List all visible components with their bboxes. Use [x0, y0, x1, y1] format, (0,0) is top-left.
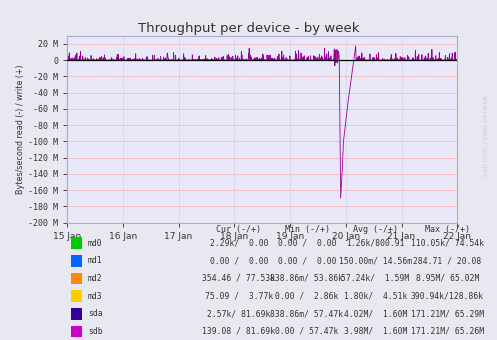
Text: 1.26k/800.91: 1.26k/800.91 — [346, 239, 405, 248]
Text: 2.29k/  0.00: 2.29k/ 0.00 — [210, 239, 268, 248]
Text: md1: md1 — [88, 256, 102, 265]
Y-axis label: Bytes/second read (-) / write (+): Bytes/second read (-) / write (+) — [16, 64, 25, 194]
Bar — [71, 290, 82, 302]
Text: 75.09 /  3.77k: 75.09 / 3.77k — [205, 292, 273, 301]
Text: Cur (-/+): Cur (-/+) — [216, 225, 261, 235]
Text: 2.57k/ 81.69k: 2.57k/ 81.69k — [207, 309, 270, 318]
Text: 0.00 /  0.00: 0.00 / 0.00 — [278, 256, 336, 265]
Bar — [71, 237, 82, 249]
Bar — [71, 308, 82, 320]
Text: 0.00 / 57.47k: 0.00 / 57.47k — [275, 327, 339, 336]
Text: md2: md2 — [88, 274, 102, 283]
Text: 390.94k/128.86k: 390.94k/128.86k — [411, 292, 484, 301]
Text: 57.24k/  1.59M: 57.24k/ 1.59M — [341, 274, 410, 283]
Text: 4.02M/  1.60M: 4.02M/ 1.60M — [343, 309, 407, 318]
Text: 0.00 /  0.00: 0.00 / 0.00 — [278, 239, 336, 248]
Bar — [71, 273, 82, 284]
Text: 838.86m/ 57.47k: 838.86m/ 57.47k — [270, 309, 343, 318]
Text: 139.08 / 81.69k: 139.08 / 81.69k — [202, 327, 275, 336]
Text: 171.21M/ 65.26M: 171.21M/ 65.26M — [411, 327, 484, 336]
Text: 0.00 /  0.00: 0.00 / 0.00 — [210, 256, 268, 265]
Text: 284.71 / 20.08: 284.71 / 20.08 — [414, 256, 482, 265]
Text: 150.00m/ 14.56m: 150.00m/ 14.56m — [339, 256, 412, 265]
Text: 110.05k/ 74.54k: 110.05k/ 74.54k — [411, 239, 484, 248]
Text: Max (-/+): Max (-/+) — [425, 225, 470, 235]
Text: sda: sda — [88, 309, 102, 318]
Text: 0.00 /  2.86k: 0.00 / 2.86k — [275, 292, 339, 301]
Text: sdb: sdb — [88, 327, 102, 336]
Text: 8.95M/ 65.02M: 8.95M/ 65.02M — [416, 274, 479, 283]
Text: 1.80k/  4.51k: 1.80k/ 4.51k — [343, 292, 407, 301]
Bar — [71, 326, 82, 337]
Text: 3.98M/  1.60M: 3.98M/ 1.60M — [343, 327, 407, 336]
Text: 354.46 / 77.53k: 354.46 / 77.53k — [202, 274, 275, 283]
Text: 838.86m/ 53.86k: 838.86m/ 53.86k — [270, 274, 343, 283]
Text: RRDTOOL / TOBI OETIKER: RRDTOOL / TOBI OETIKER — [484, 96, 489, 176]
Text: md0: md0 — [88, 239, 102, 248]
Text: 171.21M/ 65.29M: 171.21M/ 65.29M — [411, 309, 484, 318]
Text: md3: md3 — [88, 292, 102, 301]
Text: Throughput per device - by week: Throughput per device - by week — [138, 22, 359, 35]
Text: Min (-/+): Min (-/+) — [285, 225, 330, 235]
Text: Avg (-/+): Avg (-/+) — [353, 225, 398, 235]
Bar — [71, 255, 82, 267]
